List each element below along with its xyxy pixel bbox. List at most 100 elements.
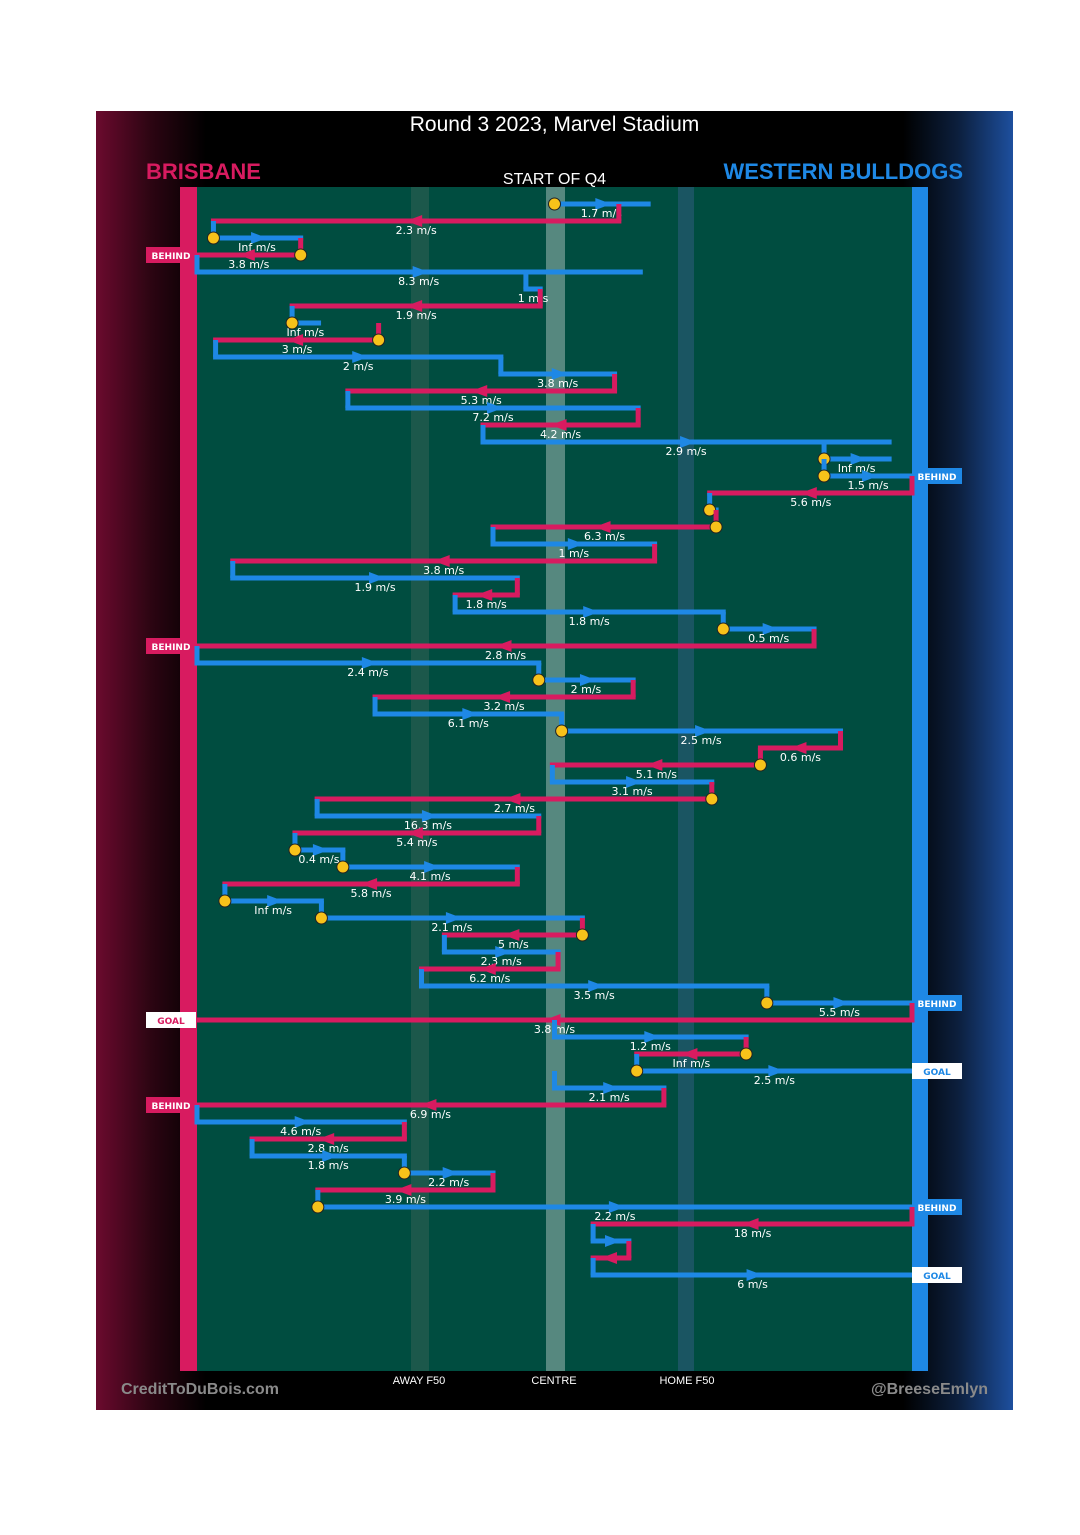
chain-speed-label: Inf m/s — [238, 241, 276, 254]
chain-speed-label: 2.2 m/s — [428, 1176, 469, 1189]
chain-arrow — [287, 334, 304, 346]
chain-29: 2 m/s — [532, 663, 636, 696]
result-label: GOAL — [923, 1272, 951, 1282]
chain-speed-label: 6.9 m/s — [410, 1108, 451, 1121]
stoppage-marker — [753, 758, 767, 772]
chain-arrow — [850, 453, 867, 465]
chain-13: 7.2 m/s — [345, 391, 641, 424]
chain-speed-label: 2.5 m/s — [754, 1074, 795, 1087]
chain-speed-label: 1.9 m/s — [354, 581, 395, 594]
stoppage-marker — [548, 197, 561, 211]
result-badge — [146, 1012, 196, 1028]
chain-arrow — [487, 402, 504, 414]
chain-arrow — [442, 1167, 459, 1179]
stoppage-marker — [294, 248, 308, 262]
chain-41: 5.8 m/s — [222, 867, 520, 900]
chain-23: 1.9 m/s — [230, 561, 520, 594]
chain-speed-label: 5.4 m/s — [396, 836, 437, 849]
chain-arrow — [862, 470, 879, 482]
chain-24: 1.8 m/s — [452, 578, 520, 611]
home-team-name: BRISBANE — [146, 159, 261, 184]
bulldogs-goal-post — [912, 187, 928, 1371]
chain-arrow — [588, 980, 605, 992]
chain-58: 2.2 m/s — [397, 1156, 496, 1189]
stoppage-marker — [206, 231, 220, 245]
chain-arrow — [595, 198, 612, 210]
chain-arrow — [603, 1082, 620, 1094]
chain-51: Inf m/s — [634, 1037, 753, 1070]
chain-speed-label: 2 m/s — [571, 683, 602, 696]
chain-speed-label: 4.1 m/s — [410, 870, 451, 883]
chain-3: Inf m/s — [206, 221, 304, 254]
chain-speed-label: 2.9 m/s — [665, 445, 706, 458]
stoppage-marker — [716, 622, 730, 636]
chain-speed-label: 3.5 m/s — [574, 989, 615, 1002]
chain-arrow — [604, 1235, 621, 1247]
chain-8: Inf m/s — [285, 306, 324, 339]
chain-arrow — [412, 266, 429, 278]
chart-title: Round 3 2023, Marvel Stadium — [409, 113, 700, 136]
chain-47: 3.5 m/s — [419, 969, 770, 1002]
chain-speed-label: Inf m/s — [254, 904, 292, 917]
chain-speed-label: 0.5 m/s — [748, 632, 789, 645]
chain-arrow — [567, 538, 584, 550]
chain-arrow — [406, 300, 423, 312]
chain-arrow — [681, 1048, 698, 1060]
chain-11: 3.8 m/s — [498, 357, 618, 390]
chain-37: 16.3 m/s — [314, 799, 542, 832]
chain-arrow — [608, 1201, 625, 1213]
chain-speed-label: 6.2 m/s — [469, 972, 510, 985]
chain-speed-label: 3.8 m/s — [228, 258, 269, 271]
stoppage-marker — [285, 316, 299, 330]
chain-speed-label: 2.7 m/s — [494, 802, 535, 815]
chain-arrow — [462, 708, 479, 720]
stoppage-marker — [709, 520, 723, 534]
chain-62 — [590, 1224, 632, 1247]
stoppage-marker — [372, 333, 386, 347]
chain-arrow — [369, 572, 386, 584]
chain-speed-label: 3.2 m/s — [484, 700, 525, 713]
chain-14: 4.2 m/s — [480, 408, 641, 441]
chain-speed-label: 3.9 m/s — [385, 1193, 426, 1206]
away-f50-label: AWAY F50 — [392, 1375, 446, 1387]
chain-arrow — [746, 1269, 763, 1281]
result-badge — [146, 638, 196, 654]
chain-10: 2 m/s — [213, 340, 504, 373]
chain-35: 3.1 m/s — [549, 765, 715, 798]
chain-33: 0.6 m/s — [757, 731, 843, 764]
chain-21: 1 m/s — [490, 527, 658, 560]
chain-arrow — [312, 844, 329, 856]
chain-speed-label: 1 m/s — [518, 292, 549, 305]
chain-speed-label: 2.3 m/s — [396, 224, 437, 237]
chain-speed-label: 0.4 m/s — [298, 853, 339, 866]
chain-arrow — [445, 912, 462, 924]
chain-arrow — [790, 742, 807, 754]
chain-speed-label: 5.8 m/s — [351, 887, 392, 900]
chain-arrow — [251, 232, 268, 244]
chain-9: 3 m/s — [213, 323, 386, 356]
period-label: START OF Q4 — [502, 171, 607, 188]
chain-arrow — [594, 521, 611, 533]
chain-57: 1.8 m/s — [249, 1139, 407, 1172]
result-label: BEHIND — [918, 473, 957, 483]
chain-speed-label: 3.1 m/s — [611, 785, 652, 798]
chain-45: 2.3 m/s — [441, 935, 561, 968]
chain-4: 3.8 m/s BEHIND — [146, 238, 308, 271]
chain-speed-label: 16.3 m/s — [404, 819, 452, 832]
chain-speed-label: 1.8 m/s — [308, 1159, 349, 1172]
chain-speed-label: 2.2 m/s — [594, 1210, 635, 1223]
chain-speed-label: Inf m/s — [286, 326, 324, 339]
chain-speed-label: 2.4 m/s — [347, 666, 388, 679]
chain-arrow — [479, 963, 496, 975]
chain-speed-label: 2 m/s — [343, 360, 374, 373]
chain-1: 1.7 m/s — [548, 197, 651, 220]
chain-31: 6.1 m/s — [372, 697, 565, 730]
chain-17: 1.5 m/s BEHIND — [817, 459, 962, 492]
chain-arrow — [579, 674, 596, 686]
away-f50-band — [411, 187, 429, 1371]
chain-arrow — [471, 385, 488, 397]
stoppage-marker — [739, 1047, 753, 1061]
chain-speed-label: 1.8 m/s — [569, 615, 610, 628]
result-badge — [912, 1063, 962, 1079]
centre-band — [546, 187, 565, 1371]
